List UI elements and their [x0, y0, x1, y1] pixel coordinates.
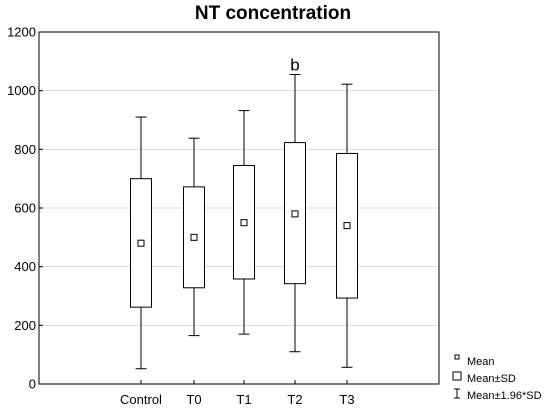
y-tick-label-1000: 1000 — [7, 83, 36, 98]
box-control — [130, 116, 152, 370]
x-tick-label-t2: T2 — [287, 392, 302, 407]
legend-mean-label: Mean — [467, 356, 495, 368]
legend-sd-icon — [452, 371, 462, 381]
box-plot-series — [130, 74, 358, 370]
annotations: b — [290, 56, 299, 75]
annotation-t2: b — [290, 56, 299, 75]
mean-marker-t0 — [190, 233, 198, 241]
mean-marker-t3 — [343, 222, 351, 230]
axes: 0 200 400 600 800 1000 1200 Control T0 T1 T2 T3 — [7, 25, 355, 408]
mean-marker-control — [137, 239, 145, 247]
chart-title: NT concentration — [195, 3, 351, 24]
x-tick-label-t0: T0 — [186, 392, 201, 407]
box-t2 — [284, 74, 306, 353]
y-tick-label-1200: 1200 — [7, 25, 36, 40]
y-tick-label-0: 0 — [29, 377, 36, 392]
legend-sd-label: Mean±SD — [467, 373, 516, 385]
box-t1 — [233, 110, 255, 335]
legend-mean-icon — [454, 354, 460, 360]
y-tick-label-600: 600 — [14, 201, 36, 216]
legend-whisker-label: Mean±1.96*SD — [467, 390, 542, 402]
legend: Mean Mean±SD Mean±1.96*SD — [452, 354, 542, 402]
mean-marker-t2 — [291, 210, 299, 218]
y-tick-label-200: 200 — [14, 318, 36, 333]
x-tick-label-control: Control — [120, 392, 162, 407]
box-t0 — [183, 137, 205, 337]
x-tick-label-t1: T1 — [236, 392, 251, 407]
x-tick-label-t3: T3 — [339, 392, 354, 407]
box-t3 — [336, 83, 358, 368]
y-tick-label-400: 400 — [14, 259, 36, 274]
mean-marker-t1 — [240, 219, 248, 227]
y-tick-label-800: 800 — [14, 142, 36, 157]
